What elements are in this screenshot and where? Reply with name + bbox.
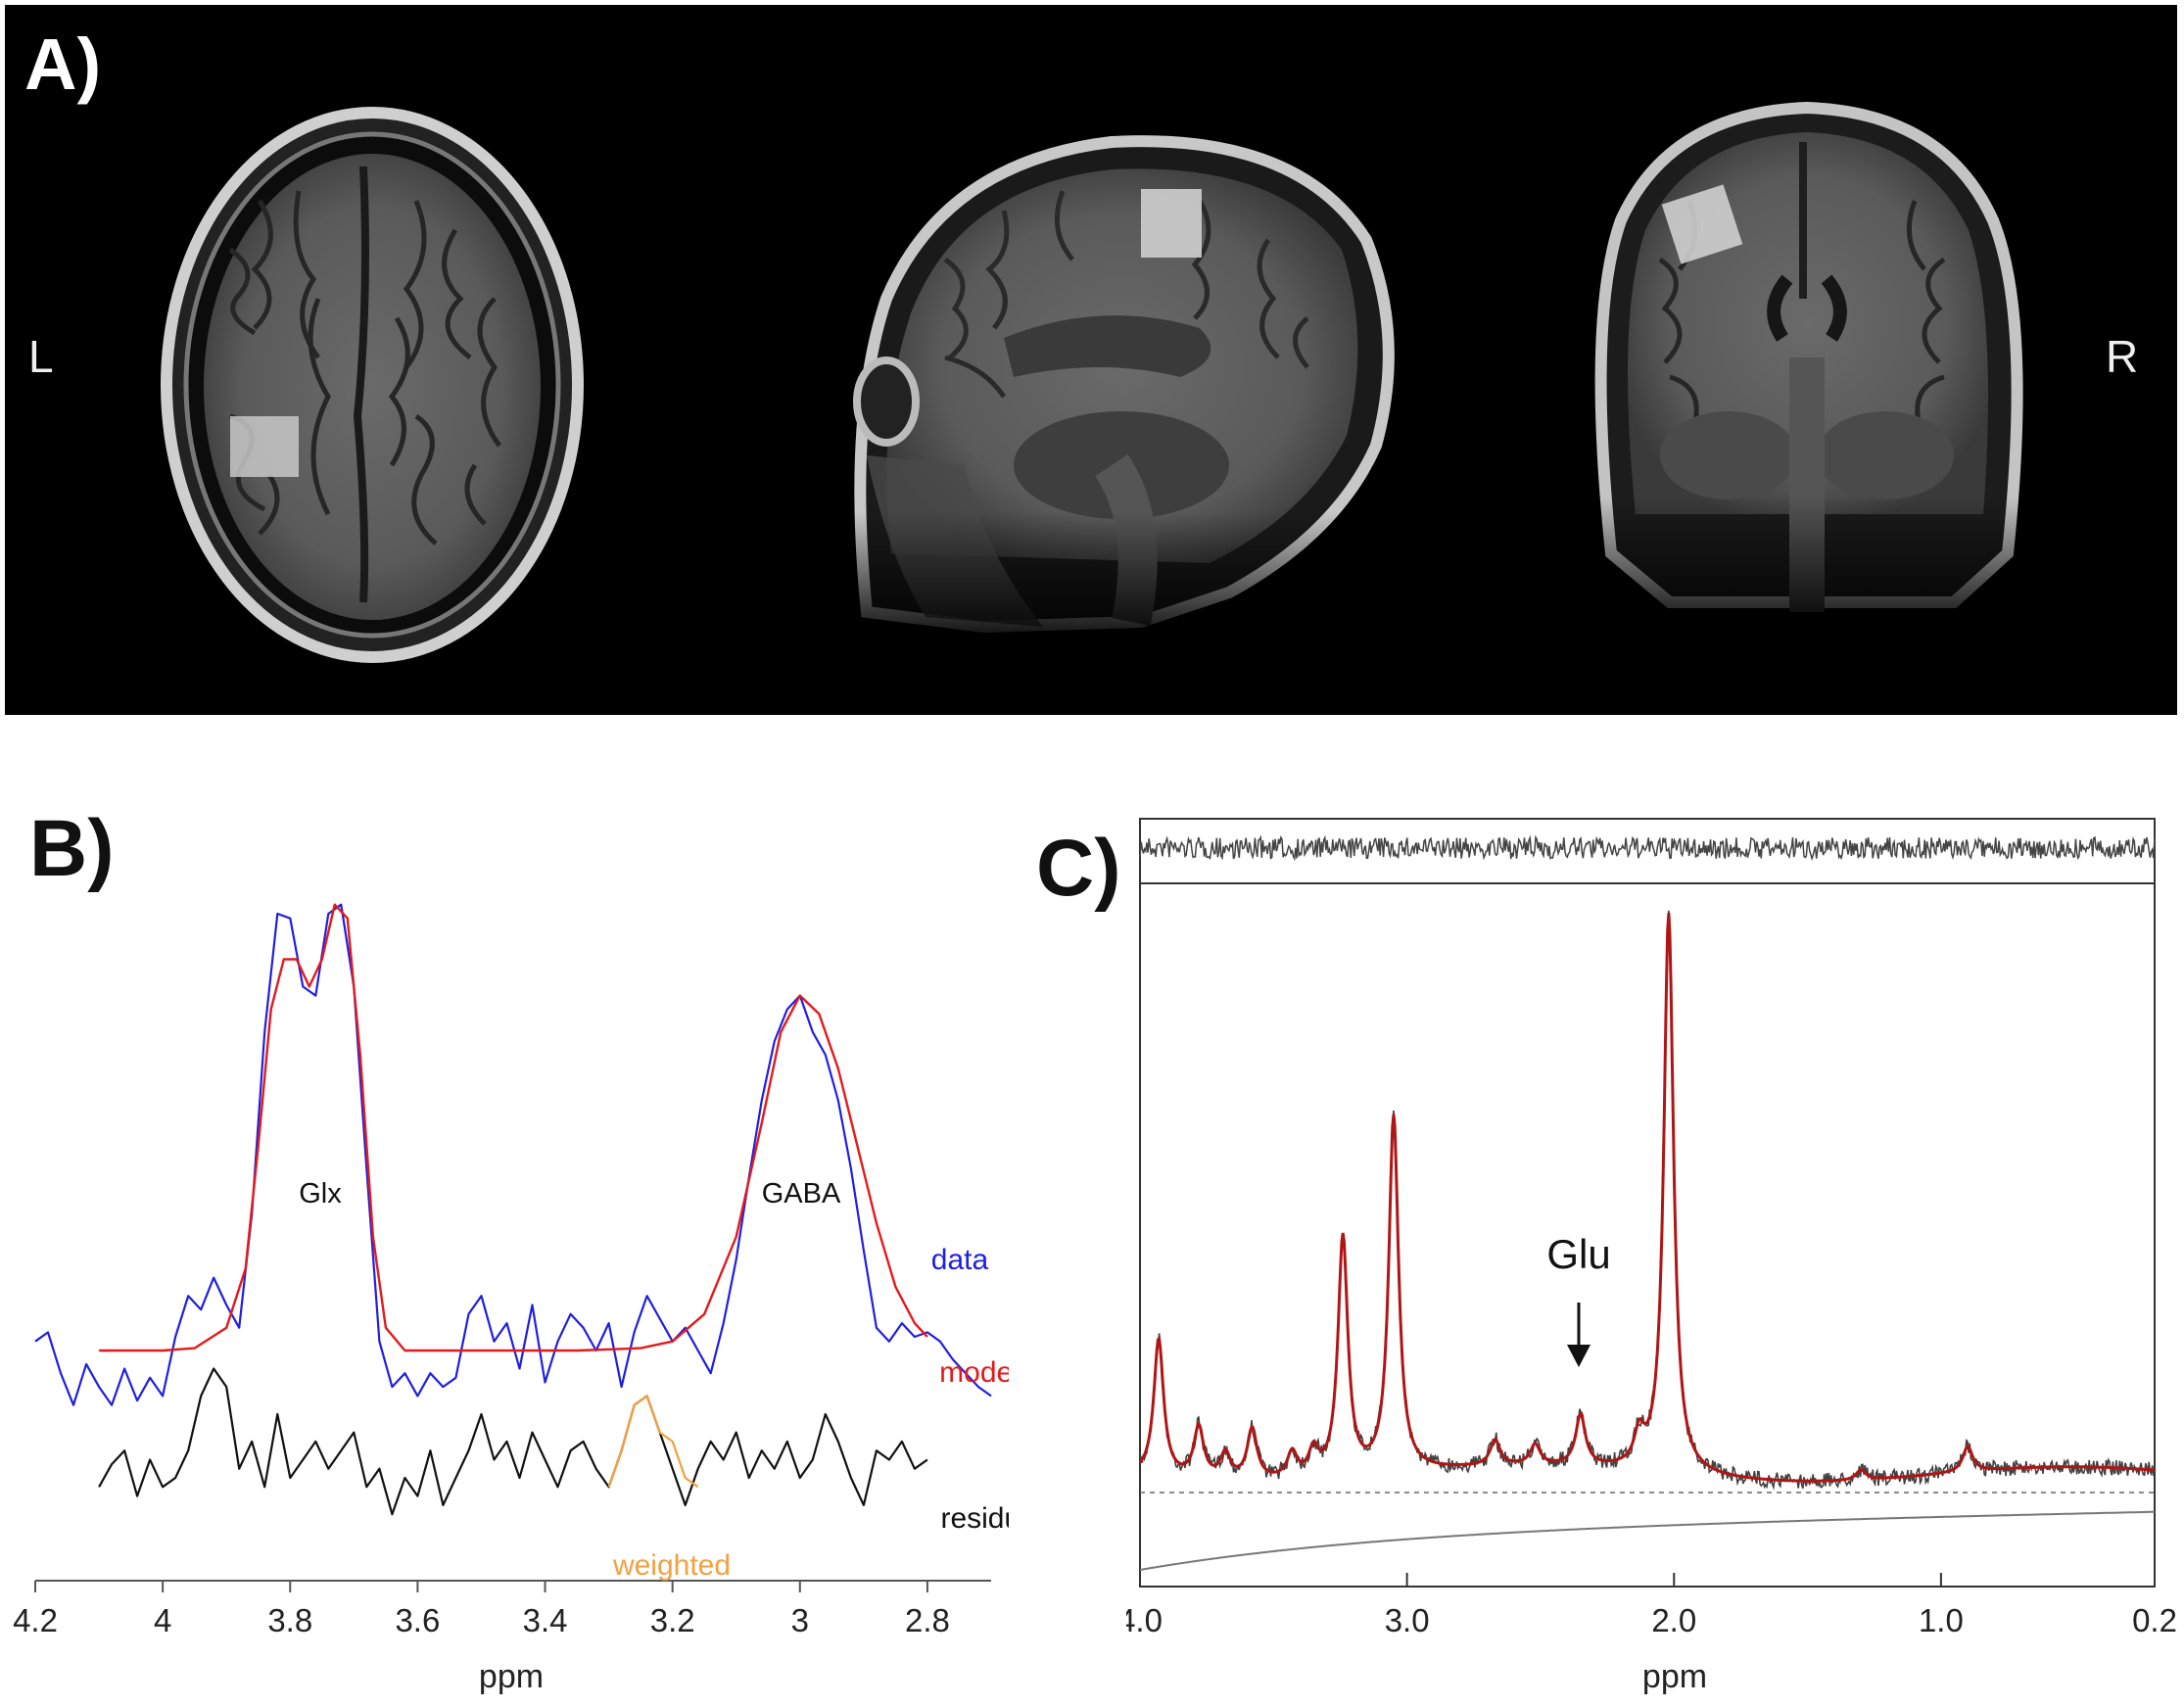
x-axis-label: ppm [479,1658,544,1695]
glu-arrow-head [1567,1345,1591,1367]
axial-voxel [230,416,299,477]
x-tick-label: 2.0 [1651,1602,1696,1638]
x-axis-ticks: 4.0 3.0 2.0 1.0 0.2 [1126,1573,2177,1638]
glu-annotation: Glu [1546,1231,1610,1277]
legend-weighted: weighted [612,1549,731,1582]
series-data-line [34,903,992,1406]
measured-spectrum [1139,910,2156,1491]
legend-model: model [939,1356,1009,1389]
spectrum-lines [34,903,992,1516]
left-hemisphere-label: L [28,331,54,382]
lcmodel-fit [1138,913,2156,1483]
x-tick-label: 1.0 [1919,1602,1964,1638]
x-tick-label: 3.2 [650,1602,695,1638]
coronal-slice [1572,93,2042,632]
series-weighted-line [607,1395,699,1489]
series-residual-line [98,1367,928,1516]
x-tick-label: 4.0 [1126,1602,1163,1638]
legend-data: data [931,1244,989,1276]
lcmodel-spectrum-chart: 4.0 3.0 2.0 1.0 0.2 ppm Glu [1126,818,2177,1695]
baseline-trace [1139,1510,2156,1571]
x-tick-label: 4 [154,1602,171,1638]
glx-annotation: Glx [299,1178,342,1209]
axial-slice [161,107,584,663]
legend-residual: residual [940,1502,1009,1535]
mri-images [161,93,2042,663]
x-tick-label: 3.8 [267,1602,312,1638]
fit-residual-trace [1139,834,2156,862]
series-model-line [99,903,928,1352]
panel-c-label: C) [1036,824,1121,913]
panel-b-label: B) [29,804,115,893]
x-tick-label: 2.8 [905,1602,950,1638]
x-tick-label: 3.0 [1385,1602,1430,1638]
panel-a-label: A) [24,24,102,105]
x-tick-label: 4.2 [13,1602,58,1638]
sagittal-slice [847,122,1415,641]
mri-panel: A) L R [5,5,2177,715]
mega-press-spectrum-chart: 4.2 4 3.8 3.6 3.4 3.2 3 2.8 ppm Glx GABA data m… [13,903,1009,1695]
x-axis-ticks: 4.2 4 3.8 3.6 3.4 3.2 3 2.8 [13,1581,950,1638]
x-axis-label: ppm [1642,1658,1707,1695]
x-tick-label: 3.4 [523,1602,568,1638]
x-tick-label: 3.6 [395,1602,440,1638]
x-tick-label: 0.2 [2132,1602,2177,1638]
right-hemisphere-label: R [2106,331,2139,382]
gaba-annotation: GABA [762,1178,841,1209]
x-tick-label: 3 [791,1602,809,1638]
spectrum-box [1139,882,2156,1588]
